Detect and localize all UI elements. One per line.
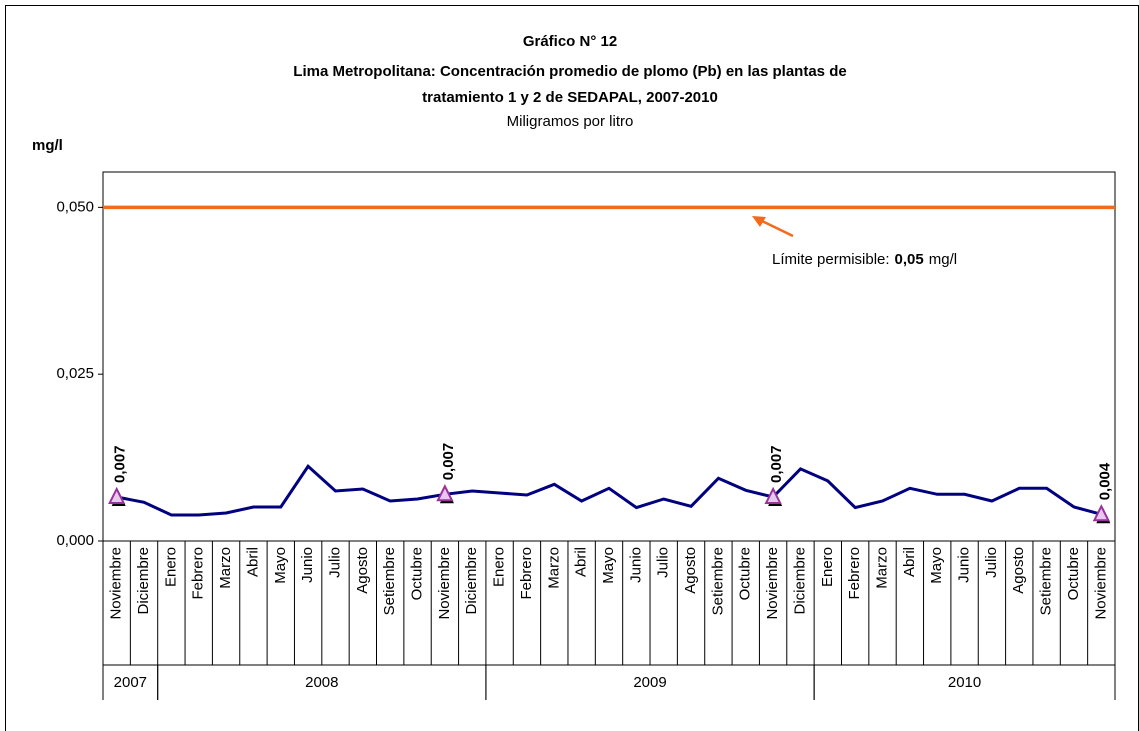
x-tick-label: Abril xyxy=(901,547,918,577)
x-tick-label: Mayo xyxy=(928,547,945,584)
group-label: 2009 xyxy=(633,674,666,691)
x-tick-label: Enero xyxy=(162,547,179,587)
chart-subtitle: Miligramos por litro xyxy=(507,113,634,130)
x-tick-label: Marzo xyxy=(873,547,890,589)
x-tick-label: Febrero xyxy=(518,547,535,600)
limit-annotation-part: mg/l xyxy=(929,251,957,268)
chart-title: Gráfico N° 12 xyxy=(523,33,617,50)
x-tick-label: Agosto xyxy=(682,547,699,594)
x-tick-label: Enero xyxy=(819,547,836,587)
x-tick-label: Setiembre xyxy=(381,547,398,615)
data-label: 0,007 xyxy=(112,445,129,483)
x-tick-label: Junio xyxy=(299,547,316,583)
x-tick-label: Julio xyxy=(983,547,1000,578)
x-tick-label: Diciembre xyxy=(135,547,152,615)
x-tick-label: Enero xyxy=(491,547,508,587)
y-tick-label: 0,000 xyxy=(56,532,94,549)
x-tick-label: Octubre xyxy=(409,547,426,600)
frame xyxy=(5,5,1139,731)
marker xyxy=(436,484,454,502)
x-tick-label: Mayo xyxy=(272,547,289,584)
x-tick-label: Diciembre xyxy=(791,547,808,615)
x-tick-label: Octubre xyxy=(737,547,754,600)
x-tick-label: Diciembre xyxy=(463,547,480,615)
chart-title-line: Lima Metropolitana: Concentración promed… xyxy=(293,63,846,80)
y-tick-label: 0,025 xyxy=(56,365,94,382)
group-label: 2007 xyxy=(114,674,147,691)
group-label: 2008 xyxy=(305,674,338,691)
data-label: 0,007 xyxy=(768,445,785,483)
x-tick-label: Setiembre xyxy=(709,547,726,615)
limit-arrow-head xyxy=(752,216,766,227)
limit-arrow xyxy=(759,218,794,238)
x-tick-label: Marzo xyxy=(217,547,234,589)
x-tick-label: Febrero xyxy=(846,547,863,600)
data-label: 0,004 xyxy=(1096,462,1113,500)
chart-title-line: tratamiento 1 y 2 de SEDAPAL, 2007-2010 xyxy=(422,89,718,106)
x-tick-label: Junio xyxy=(627,547,644,583)
plot-area xyxy=(102,171,1116,542)
x-tick-label: Abril xyxy=(573,547,590,577)
x-tick-label: Noviembre xyxy=(108,547,125,620)
limit-annotation: Límite permisible: 0,05 mg/l xyxy=(772,251,957,268)
data-label: 0,007 xyxy=(440,443,457,481)
x-tick-label: Noviembre xyxy=(1092,547,1109,620)
x-tick-label: Febrero xyxy=(190,547,207,600)
x-tick-label: Junio xyxy=(956,547,973,583)
y-axis-label: mg/l xyxy=(32,137,63,154)
y-tick-label: 0,050 xyxy=(56,198,94,215)
x-tick-label: Octubre xyxy=(1065,547,1082,600)
marker xyxy=(108,486,126,504)
limit-annotation-part: 0,05 xyxy=(895,251,924,268)
x-tick-label: Agosto xyxy=(354,547,371,594)
group-label: 2010 xyxy=(948,674,981,691)
x-tick-label: Agosto xyxy=(1010,547,1027,594)
x-tick-label: Noviembre xyxy=(436,547,453,620)
x-tick-label: Julio xyxy=(655,547,672,578)
x-tick-label: Noviembre xyxy=(764,547,781,620)
limit-annotation-part: Límite permisible: xyxy=(772,251,890,268)
marker xyxy=(1092,504,1110,522)
x-tick-label: Setiembre xyxy=(1038,547,1055,615)
x-tick-label: Mayo xyxy=(600,547,617,584)
x-tick-label: Marzo xyxy=(545,547,562,589)
x-tick-label: Julio xyxy=(326,547,343,578)
x-tick-label: Abril xyxy=(244,547,261,577)
series-line xyxy=(116,464,1102,517)
marker xyxy=(764,486,782,504)
